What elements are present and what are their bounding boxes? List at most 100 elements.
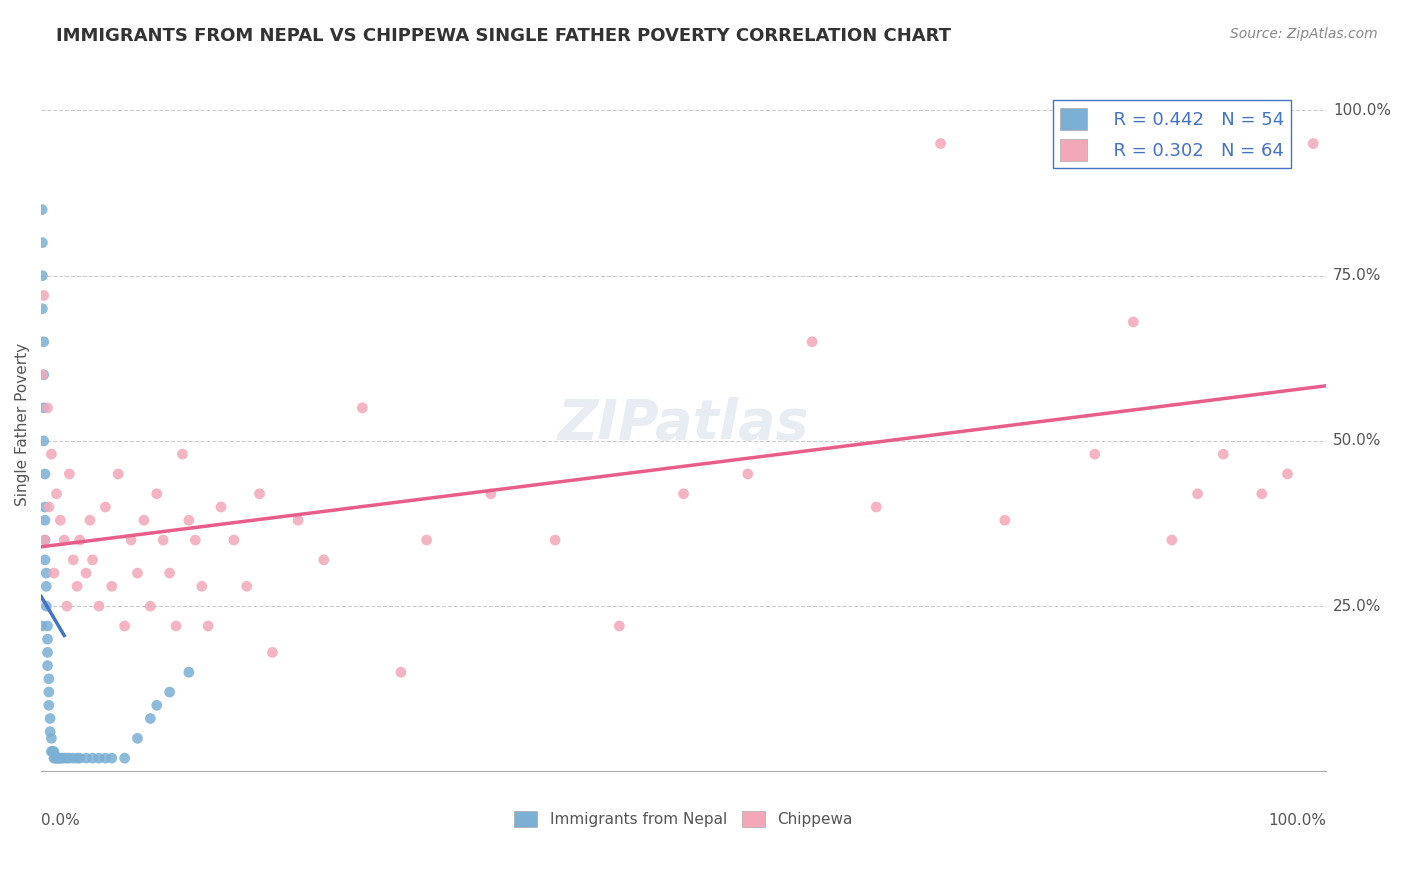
Point <box>607 619 630 633</box>
Point <box>75 751 97 765</box>
Text: 25.0%: 25.0% <box>1333 599 1381 614</box>
Point <box>37 401 59 415</box>
Point <box>87 599 110 614</box>
Point <box>34 500 56 514</box>
Point <box>56 751 79 765</box>
Point <box>145 698 167 713</box>
Point <box>737 467 759 481</box>
Point <box>41 745 63 759</box>
Point <box>127 731 149 746</box>
Point <box>222 533 245 547</box>
Text: 100.0%: 100.0% <box>1268 813 1326 828</box>
Point <box>38 500 60 514</box>
Point <box>41 731 63 746</box>
Point <box>62 553 84 567</box>
Point <box>101 579 124 593</box>
Point <box>31 301 53 316</box>
Point <box>31 268 53 283</box>
Point <box>184 533 207 547</box>
Point <box>235 579 257 593</box>
Point <box>32 334 55 349</box>
Point <box>1187 487 1209 501</box>
Point <box>415 533 437 547</box>
Point <box>94 500 117 514</box>
Point <box>31 235 53 250</box>
Point <box>53 751 76 765</box>
Point <box>1057 136 1080 151</box>
Point <box>127 566 149 580</box>
Text: ZIPatlas: ZIPatlas <box>558 398 810 451</box>
Point <box>48 751 70 765</box>
Point <box>262 645 284 659</box>
Point <box>46 751 69 765</box>
Point <box>39 711 62 725</box>
Point <box>34 553 56 567</box>
Point <box>114 751 136 765</box>
Point <box>37 645 59 659</box>
Point <box>145 487 167 501</box>
Point <box>37 619 59 633</box>
Point <box>139 599 162 614</box>
Point <box>479 487 502 501</box>
Point <box>32 434 55 448</box>
Point <box>1160 533 1182 547</box>
Point <box>79 513 101 527</box>
Point <box>120 533 142 547</box>
Point <box>1277 467 1299 481</box>
Point <box>32 368 55 382</box>
Point <box>75 566 97 580</box>
Point <box>31 368 53 382</box>
Point <box>53 533 76 547</box>
Point <box>45 487 67 501</box>
Point <box>177 513 200 527</box>
Point <box>107 467 129 481</box>
Point <box>35 579 58 593</box>
Point <box>82 553 104 567</box>
Point <box>38 685 60 699</box>
Point <box>101 751 124 765</box>
Point <box>44 751 66 765</box>
Point <box>32 288 55 302</box>
Point <box>209 500 232 514</box>
Point <box>38 698 60 713</box>
Point <box>42 751 65 765</box>
Point <box>544 533 567 547</box>
Point <box>312 553 335 567</box>
Point <box>82 751 104 765</box>
Point <box>58 751 80 765</box>
Point <box>159 685 181 699</box>
Point <box>172 447 194 461</box>
Y-axis label: Single Father Poverty: Single Father Poverty <box>15 343 30 506</box>
Text: 100.0%: 100.0% <box>1333 103 1391 118</box>
Point <box>801 334 824 349</box>
Point <box>165 619 187 633</box>
Point <box>34 533 56 547</box>
Point <box>177 665 200 680</box>
Point <box>58 467 80 481</box>
Point <box>45 751 67 765</box>
Point <box>139 711 162 725</box>
Point <box>37 632 59 647</box>
Point <box>39 724 62 739</box>
Point <box>49 513 72 527</box>
Point <box>62 751 84 765</box>
Point <box>31 202 53 217</box>
Point <box>31 619 53 633</box>
Point <box>352 401 374 415</box>
Text: 50.0%: 50.0% <box>1333 434 1381 449</box>
Point <box>1212 447 1234 461</box>
Point <box>1122 315 1144 329</box>
Point <box>152 533 174 547</box>
Point <box>389 665 412 680</box>
Point <box>132 513 155 527</box>
Point <box>66 579 89 593</box>
Point <box>34 533 56 547</box>
Point <box>865 500 887 514</box>
Point <box>41 447 63 461</box>
Point <box>197 619 219 633</box>
Point <box>37 658 59 673</box>
Text: Source: ZipAtlas.com: Source: ZipAtlas.com <box>1230 27 1378 41</box>
Point <box>35 599 58 614</box>
Point <box>287 513 309 527</box>
Legend: Immigrants from Nepal, Chippewa: Immigrants from Nepal, Chippewa <box>509 805 859 833</box>
